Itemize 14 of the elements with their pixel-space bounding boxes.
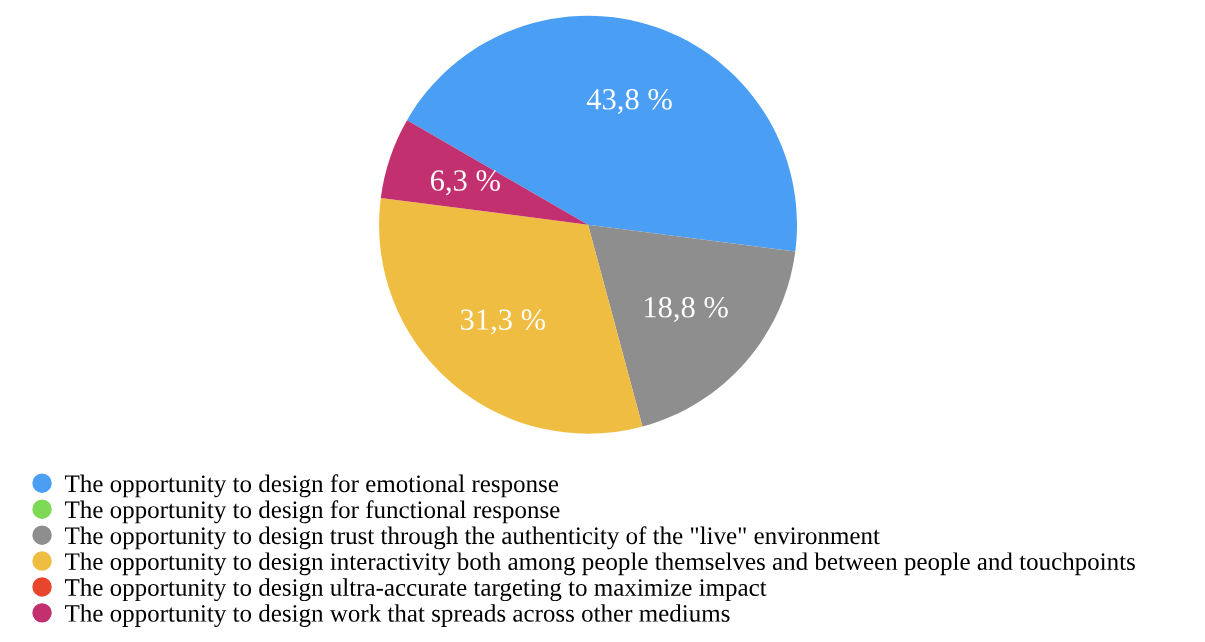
pie-slice [407,15,797,252]
data-label: 43,8 % [586,89,672,115]
legend-label: The opportunity to design work that spreads across other mediums [65,604,730,627]
pie-slice [379,197,643,434]
legend-label: The opportunity to design ultra-accurate targeting to maximize impact [65,578,767,602]
data-label: 18,8 % [645,296,728,322]
legend-label: The opportunity to design for functional response [65,500,560,524]
data-label: 6,3 % [430,170,500,196]
legend-label: The opportunity to design for emotional response [65,474,559,498]
pie-slice [588,224,796,427]
legend-label: The opportunity to design trust through the authenticity of the "live" environment [65,526,880,550]
legend-label: The opportunity to design interactivity both among people themselves and between people and touchpoints [65,552,1135,576]
pie-slice [380,120,589,225]
data-label: 31,3 % [460,309,546,335]
